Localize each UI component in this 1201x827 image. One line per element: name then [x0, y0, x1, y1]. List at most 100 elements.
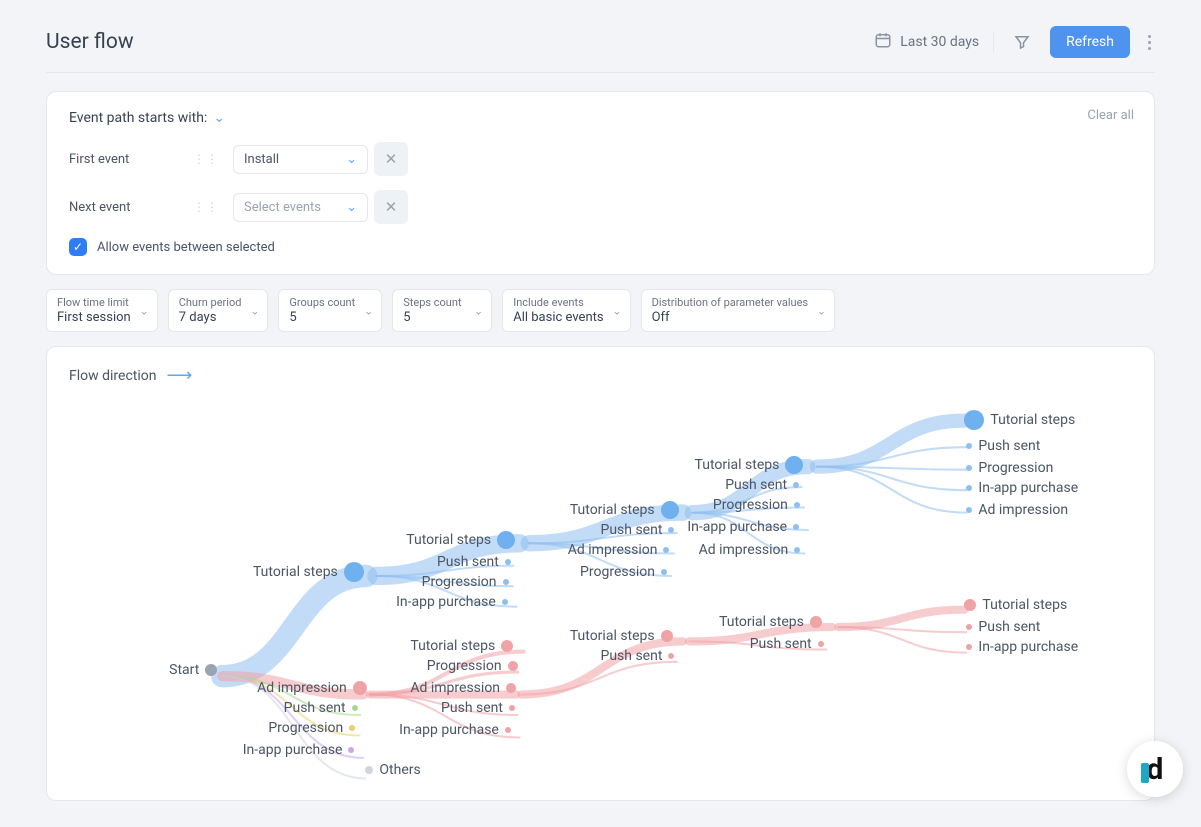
chevron-down-icon: ⌄: [364, 304, 373, 317]
flow-node[interactable]: Push sent: [284, 700, 358, 716]
flow-node[interactable]: Push sent: [725, 477, 799, 493]
flow-node[interactable]: Ad impression: [257, 680, 367, 696]
drag-handle-icon[interactable]: ⋮⋮: [193, 200, 219, 214]
event-row: Next event⋮⋮Select events⌄✕: [69, 190, 1132, 224]
node-label: Progression: [268, 720, 343, 736]
filter-pill[interactable]: Include eventsAll basic events⌄: [502, 289, 630, 332]
chevron-down-icon: ⌄: [213, 110, 225, 126]
brand-logo: d: [1127, 741, 1183, 797]
refresh-button[interactable]: Refresh: [1050, 26, 1130, 58]
next-event-select[interactable]: Select events ⌄: [233, 193, 368, 222]
flow-node[interactable]: Progression: [966, 460, 1053, 476]
node-dot-icon: [966, 644, 972, 650]
flow-node[interactable]: Tutorial steps: [570, 501, 679, 519]
flow-node[interactable]: In-app purchase: [687, 519, 799, 535]
flow-node[interactable]: Ad impression: [410, 680, 516, 696]
flow-canvas[interactable]: Start Tutorial steps Tutorial steps Push se…: [69, 392, 1132, 772]
node-dot-icon: [353, 681, 367, 695]
flow-node[interactable]: Tutorial steps: [253, 562, 364, 582]
node-label: Tutorial steps: [982, 597, 1067, 613]
chevron-down-icon: ⌄: [474, 304, 483, 317]
chevron-down-icon: ⌄: [250, 304, 259, 317]
drag-handle-icon[interactable]: ⋮⋮: [193, 152, 219, 166]
flow-node[interactable]: Ad impression: [966, 502, 1068, 518]
filter-label: Churn period: [179, 296, 242, 309]
filter-pill[interactable]: Flow time limitFirst session⌄: [46, 289, 158, 332]
filter-value: All basic events: [513, 310, 603, 325]
flow-node[interactable]: Tutorial steps: [719, 614, 822, 630]
node-label: Ad impression: [410, 680, 500, 696]
chevron-down-icon: ⌄: [346, 200, 357, 215]
flow-node[interactable]: Tutorial steps: [406, 531, 515, 549]
node-label: Tutorial steps: [695, 457, 780, 473]
flow-node[interactable]: Push sent: [966, 438, 1040, 454]
clear-all-link[interactable]: Clear all: [1087, 108, 1134, 123]
node-label: In-app purchase: [396, 594, 496, 610]
node-label: Push sent: [750, 636, 812, 652]
node-label: Ad impression: [568, 542, 658, 558]
remove-event-button[interactable]: ✕: [374, 142, 408, 176]
node-label: Others: [379, 762, 420, 778]
filter-bar: Flow time limitFirst session⌄Churn perio…: [46, 289, 1155, 332]
node-dot-icon: [810, 616, 822, 628]
node-dot-icon: [506, 683, 516, 693]
flow-node[interactable]: Start: [169, 662, 217, 678]
arrow-right-icon: ⟶: [167, 365, 193, 386]
flow-node[interactable]: Tutorial steps: [410, 638, 513, 654]
node-dot-icon: [785, 456, 803, 474]
flow-node[interactable]: Progression: [427, 658, 518, 674]
node-label: In-app purchase: [978, 480, 1078, 496]
flow-node[interactable]: Push sent: [441, 700, 515, 716]
node-dot-icon: [663, 547, 669, 553]
filter-pill[interactable]: Churn period7 days⌄: [168, 289, 269, 332]
node-label: Progression: [427, 658, 502, 674]
flow-node[interactable]: Progression: [580, 564, 667, 580]
more-menu[interactable]: [1144, 35, 1155, 50]
node-dot-icon: [964, 410, 984, 430]
flow-node[interactable]: Ad impression: [568, 542, 670, 558]
flow-node[interactable]: Tutorial steps: [964, 597, 1067, 613]
node-dot-icon: [668, 653, 674, 659]
flow-node[interactable]: Tutorial steps: [964, 410, 1075, 430]
flow-node[interactable]: In-app purchase: [396, 594, 508, 610]
select-value: Select events: [244, 200, 321, 215]
path-starts-with[interactable]: Event path starts with: ⌄: [69, 110, 1132, 126]
flow-node[interactable]: Tutorial steps: [570, 628, 673, 644]
node-dot-icon: [205, 664, 217, 676]
flow-node[interactable]: Push sent: [437, 554, 511, 570]
flow-node[interactable]: Progression: [422, 574, 509, 590]
node-label: Push sent: [725, 477, 787, 493]
flow-node[interactable]: In-app purchase: [243, 742, 355, 758]
flow-node[interactable]: In-app purchase: [966, 639, 1078, 655]
flow-node[interactable]: Push sent: [966, 619, 1040, 635]
node-dot-icon: [966, 507, 972, 513]
node-dot-icon: [661, 501, 679, 519]
remove-event-button[interactable]: ✕: [374, 190, 408, 224]
event-path-panel: Clear all Event path starts with: ⌄ Firs…: [46, 91, 1155, 275]
filter-pill[interactable]: Distribution of parameter valuesOff⌄: [641, 289, 836, 332]
flow-panel: Flow direction ⟶ StartTutorial stepsTuto…: [46, 346, 1155, 801]
allow-events-checkbox[interactable]: ✓: [69, 238, 87, 256]
flow-node[interactable]: Tutorial steps: [695, 456, 804, 474]
filter-pill[interactable]: Groups count5⌄: [278, 289, 382, 332]
first-event-select[interactable]: Install⌄: [233, 145, 368, 174]
flow-node[interactable]: Ad impression: [699, 542, 801, 558]
filter-pill[interactable]: Steps count5⌄: [392, 289, 492, 332]
flow-node[interactable]: Push sent: [601, 522, 675, 538]
flow-node[interactable]: Progression: [268, 720, 355, 736]
node-label: Tutorial steps: [990, 412, 1075, 428]
node-dot-icon: [964, 599, 976, 611]
date-range-picker[interactable]: Last 30 days: [874, 31, 979, 53]
filter-button[interactable]: [1008, 28, 1036, 56]
flow-node[interactable]: Progression: [713, 497, 800, 513]
node-label: Progression: [978, 460, 1053, 476]
node-dot-icon: [505, 559, 511, 565]
flow-node[interactable]: Push sent: [750, 636, 824, 652]
flow-node[interactable]: Push sent: [601, 648, 675, 664]
path-starts-label: Event path starts with:: [69, 110, 207, 126]
node-dot-icon: [794, 502, 800, 508]
flow-node[interactable]: In-app purchase: [399, 722, 511, 738]
flow-node[interactable]: Others: [365, 762, 420, 778]
node-label: In-app purchase: [243, 742, 343, 758]
flow-node[interactable]: In-app purchase: [966, 480, 1078, 496]
